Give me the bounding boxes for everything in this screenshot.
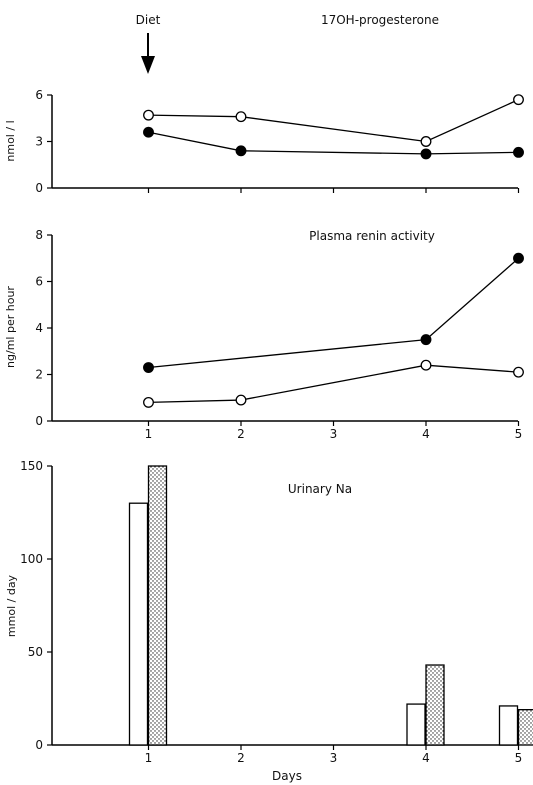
- series-line: [148, 99, 519, 143]
- panel-plasma-renin-activity: Plasma renin activity ng/ml per hour 0 2 4…: [4, 228, 524, 441]
- x-tick-label: 2: [237, 427, 245, 441]
- series-line: [148, 257, 519, 369]
- data-point-filled: [513, 252, 524, 264]
- y-tick-label: 2: [35, 368, 43, 382]
- data-point-filled: [420, 148, 432, 160]
- bar-open: [406, 703, 426, 746]
- data-point-filled: [420, 334, 432, 346]
- data-point-filled: [235, 145, 247, 157]
- panel3-title: Urinary Na: [288, 482, 352, 496]
- data-point-open: [420, 136, 432, 147]
- x-tick-label: 5: [515, 427, 523, 441]
- bar-stippled: [517, 709, 533, 746]
- y-tick-label: 8: [35, 228, 43, 242]
- x-tick-label: 3: [330, 427, 338, 441]
- bar-open: [498, 705, 519, 746]
- y-tick-label: 0: [35, 738, 43, 752]
- x-tick-label: 4: [422, 427, 430, 441]
- data-point-open: [143, 109, 154, 121]
- bar-stippled: [425, 664, 445, 746]
- x-tick-label: 1: [145, 427, 153, 441]
- x-tick-label: 5: [515, 751, 523, 765]
- data-point-open: [143, 396, 154, 408]
- bar-open: [128, 502, 149, 746]
- y-tick-label: 0: [35, 414, 43, 428]
- y-tick-label: 6: [35, 275, 43, 289]
- panel2-title: Plasma renin activity: [309, 229, 435, 243]
- data-point-filled: [143, 362, 154, 373]
- x-tick-label: 2: [237, 751, 245, 765]
- data-point-open: [235, 111, 247, 123]
- panel3-y-label: mmol / day: [5, 574, 18, 637]
- diet-label: Diet: [136, 13, 161, 27]
- panel1-title: 17OH-progesterone: [321, 13, 439, 27]
- data-point-open: [513, 366, 524, 378]
- bar-stippled: [147, 465, 168, 746]
- series-line: [148, 364, 519, 404]
- data-point-open: [235, 394, 247, 406]
- panel-17oh-progesterone: 17OH-progesterone nmol / l 0 3 6: [4, 13, 524, 195]
- x-axis-label: Days: [272, 769, 302, 783]
- y-tick-label: 6: [35, 88, 43, 102]
- data-point-filled: [513, 146, 524, 158]
- data-point-open: [513, 94, 524, 106]
- y-tick-label: 3: [35, 135, 43, 149]
- y-tick-label: 4: [35, 321, 43, 335]
- y-tick-label: 50: [28, 645, 43, 659]
- x-tick-label: 4: [422, 751, 430, 765]
- panel2-y-label: ng/ml per hour: [4, 286, 17, 368]
- data-point-filled: [143, 126, 154, 138]
- y-tick-label: 150: [20, 459, 43, 473]
- diet-arrow-head: [141, 56, 155, 74]
- x-tick-label: 1: [145, 751, 153, 765]
- y-tick-label: 100: [20, 552, 43, 566]
- series-line: [148, 131, 519, 155]
- diet-annotation: Diet: [136, 13, 161, 74]
- panel1-y-label: nmol / l: [4, 120, 17, 161]
- y-tick-label: 0: [35, 181, 43, 195]
- data-point-open: [420, 359, 432, 371]
- panel-urinary-na: Urinary Na mmol / day 0 50 100 150 1 2 3 4 5 Da…: [5, 459, 533, 783]
- x-tick-label: 3: [330, 751, 338, 765]
